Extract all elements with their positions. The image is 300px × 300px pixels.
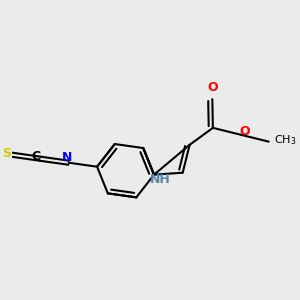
Text: NH: NH	[150, 173, 171, 186]
Text: CH$_3$: CH$_3$	[274, 134, 297, 147]
Text: O: O	[240, 125, 250, 139]
Text: O: O	[207, 81, 217, 94]
Text: N: N	[62, 151, 73, 164]
Text: C: C	[32, 150, 40, 164]
Text: S: S	[2, 147, 11, 160]
